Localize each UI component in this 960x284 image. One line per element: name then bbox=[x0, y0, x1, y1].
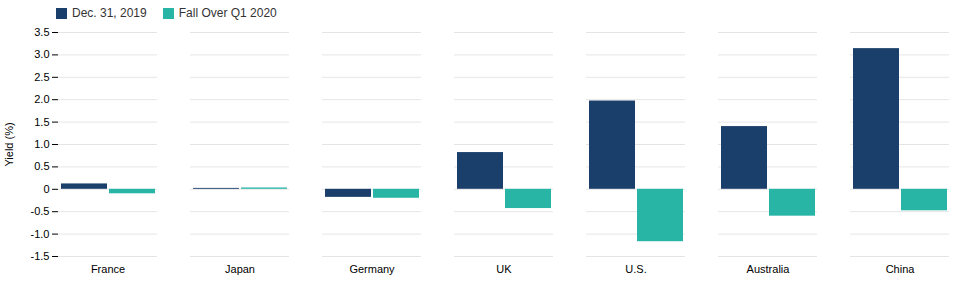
svg-text:Australia: Australia bbox=[747, 263, 791, 275]
svg-text:China: China bbox=[886, 263, 916, 275]
svg-text:0.5: 0.5 bbox=[34, 160, 49, 172]
svg-text:Yield (%): Yield (%) bbox=[3, 122, 15, 166]
svg-text:0: 0 bbox=[43, 183, 49, 195]
svg-text:1.5: 1.5 bbox=[34, 116, 49, 128]
html-text:Dec. 31, 2019: Dec. 31, 2019 bbox=[72, 6, 147, 20]
svg-text:France: France bbox=[91, 263, 125, 275]
svg-text:Japan: Japan bbox=[225, 263, 255, 275]
svg-text:-1.0: -1.0 bbox=[31, 228, 50, 240]
svg-text:U.S.: U.S. bbox=[625, 263, 646, 275]
svg-text:UK: UK bbox=[496, 263, 512, 275]
svg-text:3.0: 3.0 bbox=[34, 48, 49, 60]
svg-text:3.5: 3.5 bbox=[34, 26, 49, 38]
svg-text:2.5: 2.5 bbox=[34, 71, 49, 83]
svg-text:2.0: 2.0 bbox=[34, 93, 49, 105]
svg-text:-1.5: -1.5 bbox=[31, 250, 50, 262]
html-text:Fall Over Q1 2020: Fall Over Q1 2020 bbox=[178, 6, 277, 20]
svg-text:Germany: Germany bbox=[349, 263, 395, 275]
svg-text:-0.5: -0.5 bbox=[31, 205, 50, 217]
svg-text:1.0: 1.0 bbox=[34, 138, 49, 150]
